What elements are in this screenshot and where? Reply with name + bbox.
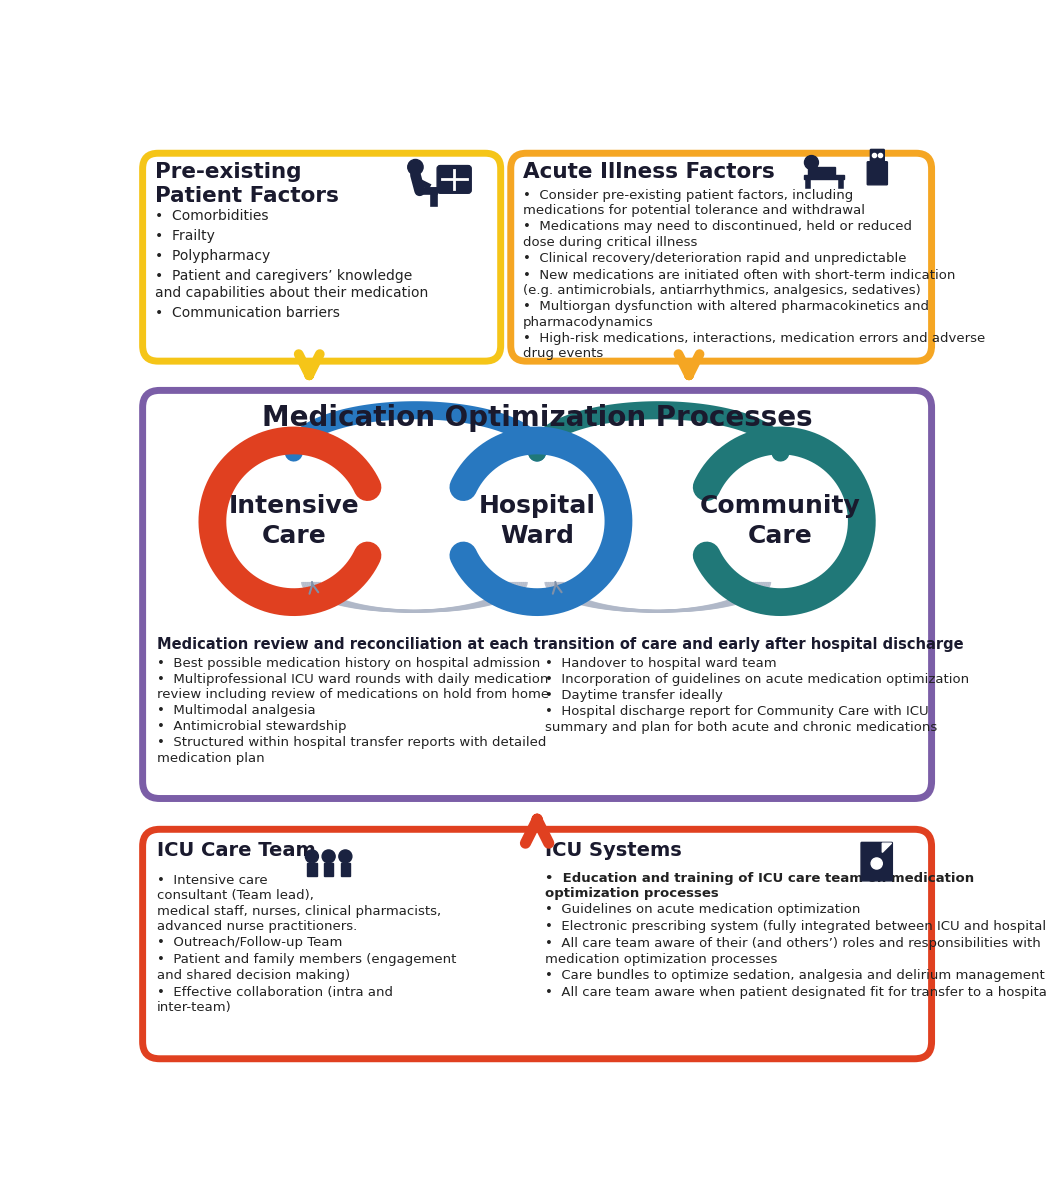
Text: •  Education and training of ICU care team on medication
optimization processes: • Education and training of ICU care tea…	[545, 871, 974, 900]
Text: •  Multiorgan dysfunction with altered pharmacokinetics and
pharmacodynamics: • Multiorgan dysfunction with altered ph…	[523, 300, 930, 329]
Text: •  Consider pre-existing patient factors, including
medications for potential to: • Consider pre-existing patient factors,…	[523, 188, 866, 217]
Text: •  New medications are initiated often with short-term indication
(e.g. antimicr: • New medications are initiated often wi…	[523, 269, 956, 298]
Text: •  Care bundles to optimize sedation, analgesia and delirium management: • Care bundles to optimize sedation, ana…	[545, 968, 1045, 982]
Circle shape	[871, 858, 882, 869]
Text: •  Handover to hospital ward team: • Handover to hospital ward team	[545, 656, 777, 670]
Text: •  Polypharmacy: • Polypharmacy	[155, 248, 270, 263]
Text: •  Effective collaboration (intra and
inter-team): • Effective collaboration (intra and int…	[156, 985, 393, 1014]
FancyBboxPatch shape	[868, 162, 888, 185]
Text: ⛹💦: ⛹💦	[412, 163, 413, 164]
Text: Hospital
Ward: Hospital Ward	[479, 494, 595, 548]
Text: •  Comorbidities: • Comorbidities	[155, 209, 268, 223]
FancyBboxPatch shape	[870, 149, 885, 162]
Text: •  Communication barriers: • Communication barriers	[155, 306, 340, 319]
Text: •  Multiprofessional ICU ward rounds with daily medication
review including revi: • Multiprofessional ICU ward rounds with…	[156, 673, 549, 702]
Text: •  Medications may need to discontinued, held or reduced
dose during critical il: • Medications may need to discontinued, …	[523, 221, 912, 248]
Text: Medication review and reconciliation at each transition of care and early after : Medication review and reconciliation at …	[156, 637, 963, 652]
FancyBboxPatch shape	[861, 842, 892, 881]
Text: •  Patient and caregivers’ knowledge
and capabilities about their medication: • Patient and caregivers’ knowledge and …	[155, 269, 429, 300]
Text: •  All care team aware when patient designated fit for transfer to a hospital wa: • All care team aware when patient desig…	[545, 985, 1048, 998]
Text: •  High-risk medications, interactions, medication errors and adverse
drug event: • High-risk medications, interactions, m…	[523, 332, 985, 360]
Circle shape	[408, 160, 423, 175]
FancyBboxPatch shape	[143, 390, 932, 798]
Bar	[341, 863, 350, 876]
Text: Pre-existing
Patient Factors: Pre-existing Patient Factors	[155, 162, 339, 205]
Text: •  Electronic prescribing system (fully integrated between ICU and hospital ward: • Electronic prescribing system (fully i…	[545, 920, 1048, 934]
Text: ICU Systems: ICU Systems	[545, 841, 681, 860]
Text: •  Clinical recovery/deterioration rapid and unpredictable: • Clinical recovery/deterioration rapid …	[523, 252, 907, 265]
Bar	[324, 863, 333, 876]
Text: •  Best possible medication history on hospital admission: • Best possible medication history on ho…	[156, 656, 540, 670]
FancyBboxPatch shape	[143, 829, 932, 1058]
Text: •  Daytime transfer ideally: • Daytime transfer ideally	[545, 689, 723, 702]
FancyBboxPatch shape	[437, 166, 472, 193]
Bar	[804, 175, 844, 179]
Text: Community
Care: Community Care	[700, 494, 860, 548]
Text: •  Hospital discharge report for Community Care with ICU
summary and plan for bo: • Hospital discharge report for Communit…	[545, 706, 937, 734]
Text: •  All care team aware of their (and others’) roles and responsibilities with
me: • All care team aware of their (and othe…	[545, 937, 1041, 966]
Bar	[307, 863, 316, 876]
Text: •  Incorporation of guidelines on acute medication optimization: • Incorporation of guidelines on acute m…	[545, 673, 969, 686]
Text: •  Outreach/Follow-up Team: • Outreach/Follow-up Team	[156, 936, 342, 948]
Text: •  Multimodal analgesia: • Multimodal analgesia	[156, 703, 315, 716]
Text: •  Structured within hospital transfer reports with detailed
medication plan: • Structured within hospital transfer re…	[156, 736, 546, 764]
Polygon shape	[882, 844, 892, 852]
Text: •  Patient and family members (engagement
and shared decision making): • Patient and family members (engagement…	[156, 953, 456, 982]
Circle shape	[805, 156, 818, 169]
Text: Acute Illness Factors: Acute Illness Factors	[523, 162, 774, 182]
Text: Medication Optimization Processes: Medication Optimization Processes	[262, 404, 812, 432]
Text: •  Intensive care
consultant (Team lead),
medical staff, nurses, clinical pharma: • Intensive care consultant (Team lead),…	[156, 874, 441, 934]
Circle shape	[305, 850, 319, 863]
Circle shape	[322, 850, 335, 863]
Circle shape	[339, 850, 352, 863]
Text: •  Frailty: • Frailty	[155, 229, 215, 242]
Text: •  Guidelines on acute medication optimization: • Guidelines on acute medication optimiz…	[545, 904, 860, 917]
FancyBboxPatch shape	[510, 154, 932, 361]
Bar	[808, 167, 834, 176]
FancyBboxPatch shape	[143, 154, 501, 361]
Text: ICU Care Team: ICU Care Team	[156, 841, 315, 860]
Text: •  Antimicrobial stewardship: • Antimicrobial stewardship	[156, 720, 346, 733]
Text: Intensive
Care: Intensive Care	[228, 494, 359, 548]
